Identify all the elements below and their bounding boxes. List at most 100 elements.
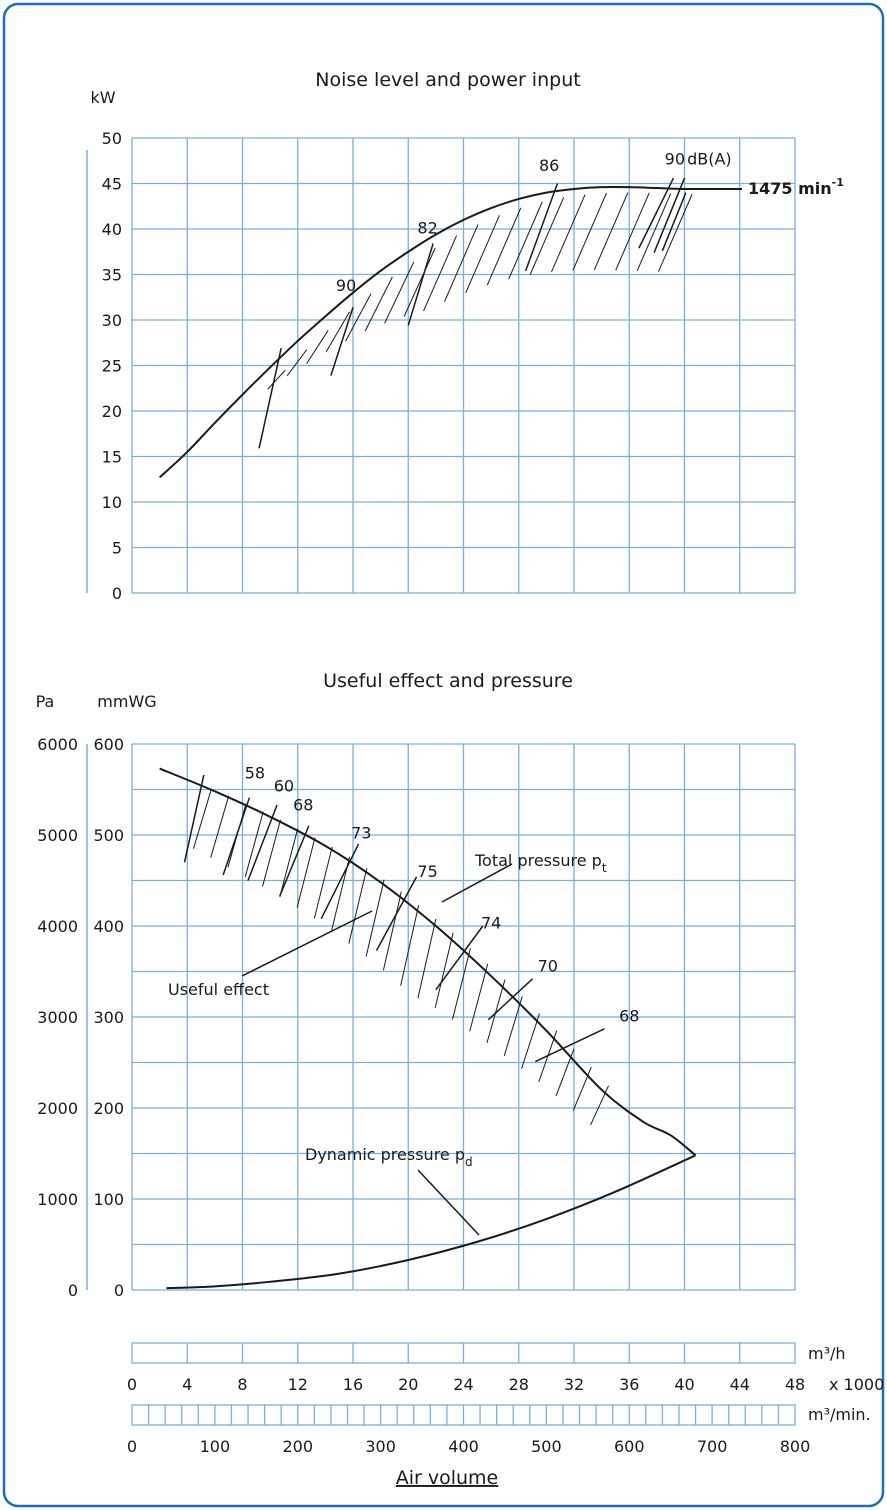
- m3min-tick-label: 800: [780, 1437, 811, 1456]
- m3min-tick-label: 100: [200, 1437, 231, 1456]
- m3h-tick-label: 48: [785, 1375, 805, 1394]
- efficiency-iso-line: [320, 843, 360, 920]
- chart2-grid: [131, 743, 796, 1291]
- chart1-y-tick-label: 30: [102, 311, 122, 330]
- chart1-hatch-line: [443, 224, 479, 303]
- m3h-tick-label: 40: [674, 1375, 694, 1394]
- chart2-y-tick-mmwg: 400: [93, 917, 124, 936]
- chart2-y-tick-pa: 1000: [37, 1190, 78, 1209]
- m3min-tick-label: 400: [448, 1437, 479, 1456]
- chart2-hatch-line: [348, 868, 368, 944]
- chart2-y-tick-pa: 4000: [37, 917, 78, 936]
- chart2-hatch-line: [382, 891, 402, 971]
- chart1-y-tick-label: 5: [112, 539, 122, 558]
- m3h-tick-label: 8: [237, 1375, 247, 1394]
- chart2-hatch-line: [244, 811, 264, 877]
- chart1-hatch-line: [572, 192, 607, 271]
- chart1-hatch-line: [403, 247, 436, 317]
- dynamic-pressure-curve: [166, 1154, 696, 1290]
- chart1-hatch-line: [508, 201, 543, 280]
- m3h-tick-label: 20: [398, 1375, 418, 1394]
- m3h-tick-label: 12: [288, 1375, 308, 1394]
- chart1-title: Noise level and power input: [315, 69, 580, 91]
- chart2-y-tick-mmwg: 500: [93, 826, 124, 845]
- efficiency-label: 70: [538, 957, 558, 976]
- power-curve: [158, 185, 740, 479]
- efficiency-iso-line: [435, 925, 484, 991]
- m3h-tick-label: 28: [509, 1375, 529, 1394]
- m3h-tick-label: 4: [182, 1375, 192, 1394]
- chart1-y-ticks: 0 5 10 15 20 25 30 35 40 45 50: [102, 129, 122, 603]
- efficiency-label: 73: [351, 824, 371, 843]
- m3h-tick-label: 32: [564, 1375, 584, 1394]
- efficiency-label: 75: [417, 862, 437, 881]
- noise-level-label: dB(A): [687, 149, 732, 168]
- chart2-y-tick-pa: 0: [68, 1281, 78, 1300]
- chart2-efficiency-hatch: [192, 788, 609, 1126]
- efficiency-iso-line: [279, 825, 310, 897]
- chart2-hatch-line: [417, 918, 437, 999]
- unit-m3h: m³/h: [808, 1344, 846, 1363]
- m3h-tick-label: 0: [127, 1375, 137, 1394]
- chart1-y-tick-label: 0: [112, 584, 122, 603]
- volume-axis-m3min: 0 100 200 300 400 500 600 700 800: [127, 1404, 811, 1456]
- chart1-y-tick-label: 15: [102, 448, 122, 467]
- noise-iso-line: [653, 177, 686, 253]
- unit-multiplier: x 1000: [829, 1375, 884, 1394]
- chart2-y-tick-mmwg: 200: [93, 1099, 124, 1118]
- efficiency-label: 68: [293, 795, 313, 814]
- efficiency-label: 58: [245, 764, 265, 783]
- efficiency-label: 60: [274, 776, 294, 795]
- axis-title: Air volume: [396, 1467, 499, 1489]
- noise-level-label: 86: [539, 156, 559, 175]
- chart1-hatch-line: [636, 193, 672, 272]
- noise-iso-line: [407, 243, 434, 326]
- efficiency-label: 74: [481, 914, 501, 933]
- dynamic-pressure-leader: [417, 1169, 480, 1236]
- chart1-hatch-line: [267, 369, 286, 390]
- useful-effect-label: Useful effect: [168, 980, 269, 999]
- total-pressure-label: Total pressure pt: [474, 851, 607, 875]
- chart1-y-tick-label: 45: [102, 175, 122, 194]
- chart2-hatch-line: [365, 879, 385, 957]
- chart1-hatch-line: [286, 349, 308, 377]
- chart1-y-tick-label: 20: [102, 402, 122, 421]
- chart1-hatch-line: [593, 192, 629, 271]
- chart2-hatch-line: [279, 828, 299, 898]
- noise-iso-line: [330, 307, 354, 376]
- noise-iso-line: [524, 183, 559, 272]
- efficiency-iso-line: [222, 797, 251, 876]
- noise-level-label: 90: [336, 276, 356, 295]
- efficiency-iso-line: [183, 774, 205, 863]
- useful-effect-leader: [241, 910, 373, 977]
- total-pressure-leader: [441, 863, 513, 903]
- noise-iso-line: [661, 192, 687, 252]
- noise-level-label: 90: [665, 149, 685, 168]
- series-label-rpm: 1475 min-1: [748, 176, 844, 198]
- chart2-title: Useful effect and pressure: [323, 670, 573, 692]
- chart1-hatch-line: [325, 311, 350, 353]
- chart1-hatch-line: [465, 215, 500, 293]
- chart2-hatch-line: [210, 795, 230, 858]
- chart1-ylabel: kW: [90, 88, 115, 107]
- chart1-hatch-line: [364, 276, 393, 332]
- chart2-hatch-line: [313, 846, 333, 919]
- chart2-hatch-line: [469, 963, 489, 1032]
- m3min-tick-label: 500: [531, 1437, 562, 1456]
- m3min-tick-label: 0: [127, 1437, 137, 1456]
- chart1-grid: [131, 137, 796, 594]
- chart2-y-ticks: 0 1000 2000 3000 4000 5000 6000 0 100 200 300 400 50…: [37, 735, 124, 1300]
- chart2-hatch-line: [572, 1066, 592, 1111]
- chart2-y-tick-pa: 3000: [37, 1008, 78, 1027]
- chart1-hatch-line: [615, 192, 650, 271]
- chart1-hatch-line: [306, 330, 329, 364]
- chart2-y-tick-mmwg: 0: [114, 1281, 124, 1300]
- chart1-hatch-line: [551, 194, 586, 273]
- chart1-hatch-line: [529, 197, 565, 275]
- noise-iso-line: [258, 348, 282, 449]
- chart2-hatch-line: [434, 932, 454, 1009]
- chart1-y-tick-label: 35: [102, 266, 122, 285]
- efficiency-label: 68: [619, 1007, 639, 1026]
